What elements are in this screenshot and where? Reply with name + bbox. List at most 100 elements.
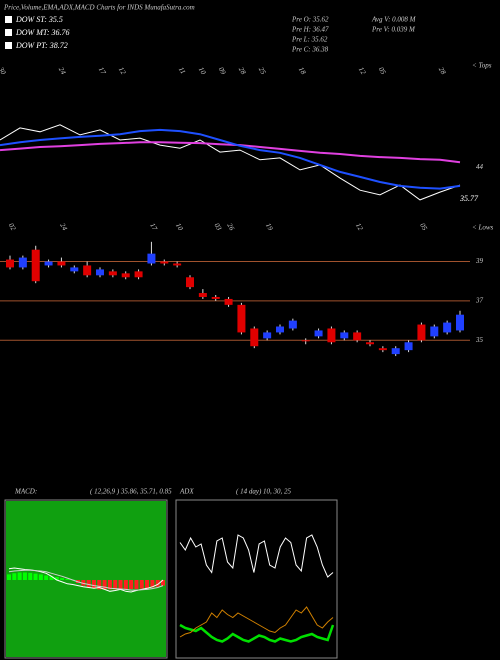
x-tick-label: 28 — [237, 66, 248, 76]
histogram-bar — [38, 574, 43, 580]
legend-entry: DOW ST: 35.5 — [15, 15, 63, 24]
macd-frame — [4, 499, 168, 659]
x-tick-label: 18 — [297, 66, 308, 76]
line-series — [8, 569, 164, 591]
y-tick-label: 39 — [475, 257, 484, 265]
histogram-bar — [91, 580, 96, 589]
histogram-bar — [139, 580, 144, 589]
candle-body — [378, 348, 387, 351]
candle-body — [237, 304, 246, 333]
histogram-bar — [28, 572, 33, 580]
candle-body — [314, 330, 323, 337]
line-series — [179, 534, 334, 578]
candle-body — [18, 257, 27, 268]
candle-body — [134, 271, 143, 278]
lows-label: < Lows — [472, 224, 494, 232]
candle-body — [276, 326, 284, 333]
y-tick-label: 44 — [476, 163, 484, 171]
x-tick-label: 17 — [148, 222, 159, 232]
histogram-bar — [97, 580, 102, 590]
info: Pre L: 35.62 — [291, 36, 328, 44]
candle-body — [57, 261, 66, 266]
candle-body — [263, 332, 272, 339]
line-series — [0, 124, 461, 201]
candle-body — [404, 342, 413, 351]
x-tick-label: 12 — [357, 66, 368, 76]
x-tick-label: 19 — [264, 222, 275, 232]
checkbox[interactable] — [5, 42, 12, 49]
x-tick-label: 05 — [377, 66, 388, 76]
tops-label: < Tops — [472, 62, 492, 70]
info: Avg V: 0.008 M — [371, 16, 417, 24]
x-tick-label: 25 — [257, 66, 268, 76]
histogram-bar — [54, 577, 59, 580]
histogram-bar — [145, 580, 150, 589]
y-tick-label: 35 — [475, 336, 484, 344]
x-tick-label: 26 — [225, 222, 236, 232]
legend: DOW ST: 35.5 DOW MT: 36.76 DOW PT: 38.72 — [5, 15, 70, 50]
histogram-bar — [44, 575, 49, 580]
histogram-bar — [81, 580, 86, 586]
x-tick-label: 02 — [7, 222, 18, 232]
checkbox[interactable] — [5, 16, 12, 23]
panel-title: MACD: — [14, 488, 37, 496]
histogram-bar — [134, 580, 139, 589]
x-tick-label: 09 — [217, 66, 228, 76]
line-series — [0, 128, 461, 190]
candle-body — [44, 261, 53, 266]
info-box: Pre O: 35.62 Avg V: 0.008 M Pre H: 36.47… — [291, 16, 417, 54]
candle-body — [108, 271, 117, 276]
candle-body — [6, 259, 14, 268]
candle-body — [327, 328, 336, 343]
info: Pre H: 36.47 — [291, 26, 329, 34]
histogram-bar — [155, 580, 160, 587]
histogram-bar — [86, 580, 91, 588]
adx-frame — [175, 499, 338, 659]
candle-body — [250, 328, 259, 347]
x-tick-label: 11 — [177, 66, 187, 76]
histogram-bar — [161, 580, 165, 586]
histogram-bar — [17, 572, 22, 580]
candle-body — [83, 265, 92, 276]
histogram-bar — [33, 573, 38, 580]
histogram-bar — [60, 578, 65, 580]
last-price: 35.77 — [459, 194, 479, 203]
line-series — [179, 623, 335, 643]
candle-body — [391, 348, 400, 355]
histogram-bar — [118, 580, 123, 590]
candle-body — [96, 269, 104, 276]
x-tick-label: 10 — [197, 66, 208, 76]
x-tick-label: 17 — [97, 66, 108, 76]
checkbox[interactable] — [5, 29, 12, 36]
line-series — [179, 606, 334, 638]
candle-body — [366, 342, 374, 345]
x-tick-label: 03 — [213, 222, 224, 232]
candle-body — [301, 340, 310, 342]
candle-body — [31, 249, 40, 282]
x-tick-label: 05 — [418, 222, 429, 232]
candle-body — [198, 293, 207, 297]
candle-body — [121, 273, 130, 278]
x-tick-label: 30 — [0, 65, 8, 76]
histogram-bar — [22, 572, 27, 580]
candle-body — [288, 320, 297, 329]
y-tick-label: 37 — [475, 297, 484, 305]
panel-subtitle: ( 12,26,9 ) 35.86, 35.71, 0.85 — [90, 488, 172, 496]
histogram-bar — [65, 578, 70, 580]
candle-body — [224, 298, 233, 305]
histogram-bar — [129, 580, 134, 589]
histogram-bar — [107, 580, 112, 590]
candle-body — [186, 277, 194, 288]
histogram-bar — [123, 580, 128, 590]
panel-title: ADX — [179, 488, 194, 496]
candle-body — [70, 267, 79, 272]
info: Pre V: 0.039 M — [371, 26, 416, 34]
x-tick-label: 12 — [354, 222, 365, 232]
page-title: Price,Volume,EMA,ADX,MACD Charts for IND… — [3, 4, 195, 12]
x-tick-label: 28 — [437, 66, 448, 76]
candle-body — [160, 261, 169, 264]
histogram-bar — [113, 580, 118, 590]
x-tick-label: 24 — [58, 222, 69, 232]
histogram-bar — [102, 580, 107, 590]
histogram-bar — [49, 576, 54, 580]
